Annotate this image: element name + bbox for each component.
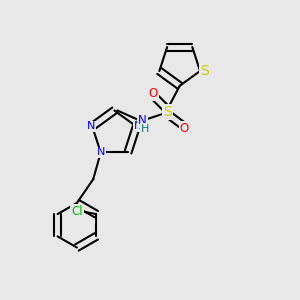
Text: O: O [180, 122, 189, 135]
Text: S: S [200, 64, 209, 78]
Text: N: N [87, 122, 95, 131]
Text: Cl: Cl [71, 205, 83, 218]
Text: N: N [134, 122, 142, 131]
Text: N: N [138, 114, 147, 128]
Text: O: O [148, 87, 158, 100]
Text: N: N [97, 147, 105, 158]
Text: H: H [141, 124, 149, 134]
Text: S: S [164, 105, 172, 119]
